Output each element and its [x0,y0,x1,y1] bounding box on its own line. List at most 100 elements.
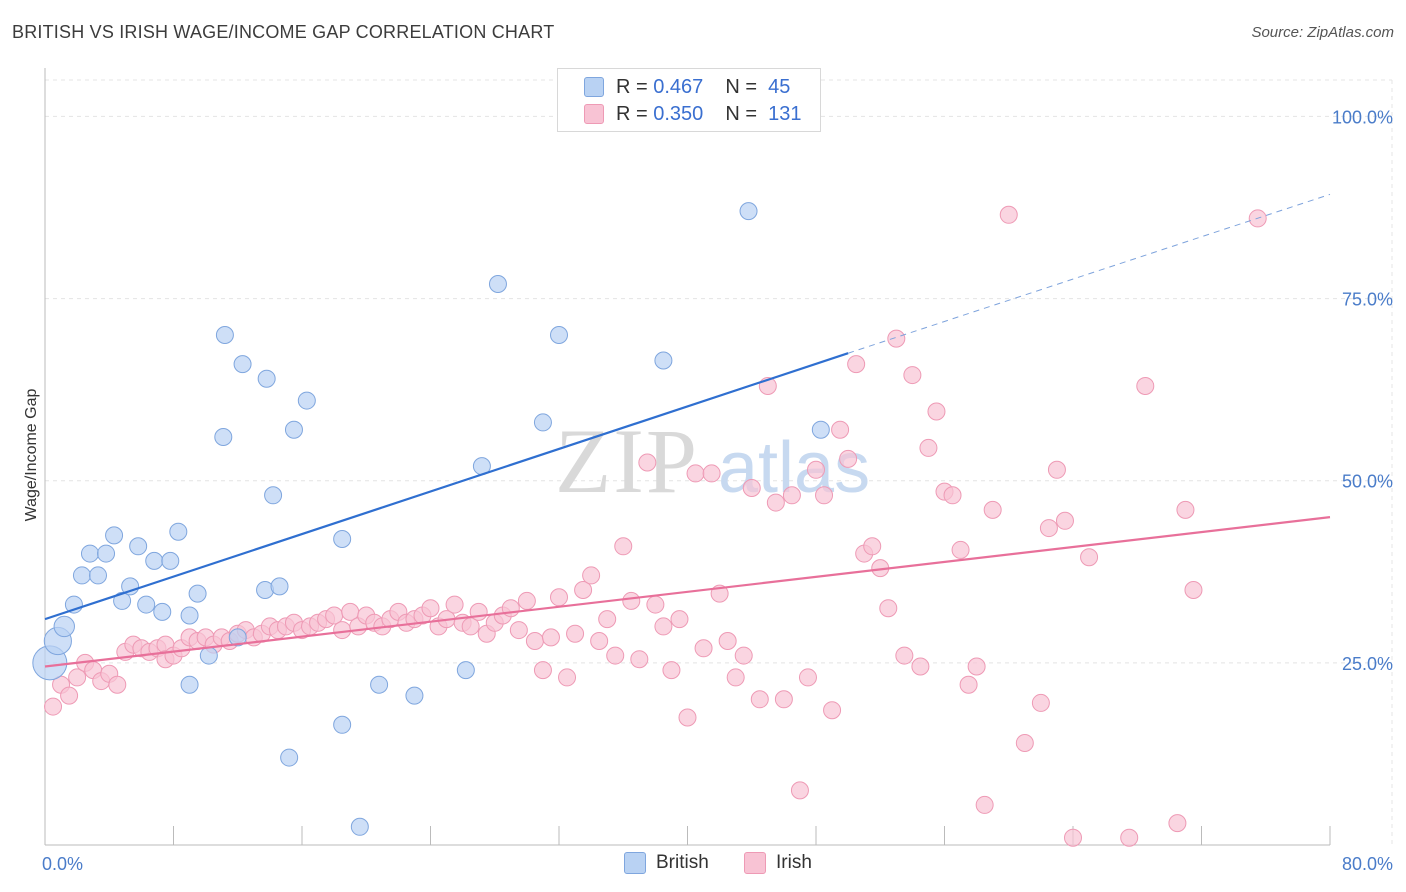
chart-title: BRITISH VS IRISH WAGE/INCOME GAP CORRELA… [12,22,555,42]
legend-item-irish[interactable]: Irish [744,852,812,874]
tick-labels: 25.0% 50.0% 75.0% 100.0% 0.0% 80.0% [42,107,1393,874]
irish-point [558,668,577,687]
british-point [72,566,91,585]
british-point [280,748,299,767]
british-point [228,628,247,647]
irish-point [590,632,609,650]
chart-source: Source: ZipAtlas.com [1251,24,1394,41]
irish-n-value: 131 [768,102,802,125]
legend-item-british[interactable]: British [624,852,709,874]
y-tick-label: 50.0% [1342,472,1393,492]
british-point [333,715,352,734]
y-tick-label: 75.0% [1342,290,1393,310]
irish-point [927,402,946,421]
irish-point [525,632,544,650]
irish-point [598,610,617,629]
irish-point [782,486,801,505]
british-point [215,326,234,344]
british-trendline [44,352,849,621]
british-point [297,391,316,410]
british-point [350,817,369,836]
correlation-legend: R = 0.467 N = 45 R = 0.350 N = 131 [557,68,821,132]
british-point [550,326,568,344]
irish-point [1176,500,1195,519]
british-point [270,577,289,596]
british-point [153,602,172,621]
irish-point [734,646,753,665]
irish-r-value: 0.350 [653,102,704,125]
british-point [169,522,188,541]
british-point [180,675,199,694]
irish-point [1055,511,1074,530]
british-trendline-extension [847,193,1331,354]
british-point [188,584,207,603]
irish-point [574,581,593,599]
irish-point [911,657,930,676]
british-point [264,486,283,505]
irish-point [847,355,866,374]
irish-point [1015,734,1034,752]
british-point [53,615,75,638]
irish-point [983,500,1002,519]
irish-point [68,668,87,687]
irish-point [943,486,962,505]
irish-point [694,639,713,658]
irish-point [582,566,601,585]
irish-point [959,675,978,694]
british-r-label: R = [616,75,648,98]
irish-point [517,591,536,610]
british-point [370,675,389,694]
irish-r-label: R = [616,102,648,125]
irish-point [638,453,657,472]
british-point [129,537,148,556]
irish-point [1064,828,1082,847]
irish-point [903,366,922,385]
irish-point [509,621,528,640]
british-point [97,544,116,563]
irish-point [662,661,681,680]
irish-point [670,610,689,629]
y-axis-label: Wage/Income Gap [23,389,40,522]
irish-point [774,690,793,709]
irish-point [533,661,552,680]
irish-point [1184,581,1203,599]
british-point [89,566,108,585]
irish-point [975,795,994,814]
y-tick-label: 100.0% [1332,107,1393,127]
british-r-value: 0.467 [653,75,704,98]
british-n-label: N = [725,75,757,98]
irish-point [60,686,79,705]
irish-point [718,632,737,650]
x-tick-label: 80.0% [1342,854,1393,874]
x-tick-label: 0.0% [42,854,83,874]
british-point [654,351,673,370]
irish-point [750,690,769,709]
british-point [161,551,180,570]
british-swatch [584,77,604,97]
irish-point [999,205,1018,224]
irish-trendline [44,516,1331,668]
irish-point [1168,814,1187,833]
irish-point [1136,377,1155,395]
irish-point [887,329,906,348]
irish-point [895,646,914,665]
irish-point [445,595,464,614]
irish-point [879,599,898,618]
legend-row-irish: R = 0.350 N = 131 [584,101,802,127]
irish-series [44,205,1267,847]
british-point [180,606,199,625]
british-point [137,595,156,614]
irish-point [1031,693,1050,712]
irish-n-label: N = [725,102,757,125]
irish-point [766,493,785,512]
irish-point [823,701,842,720]
irish-point [790,781,809,800]
irish-point [614,537,633,556]
irish-point [566,624,585,643]
british-legend-label: British [656,852,709,873]
british-n-value: 45 [768,75,791,98]
british-point [811,420,830,439]
irish-point [108,675,127,694]
irish-point [839,449,858,468]
